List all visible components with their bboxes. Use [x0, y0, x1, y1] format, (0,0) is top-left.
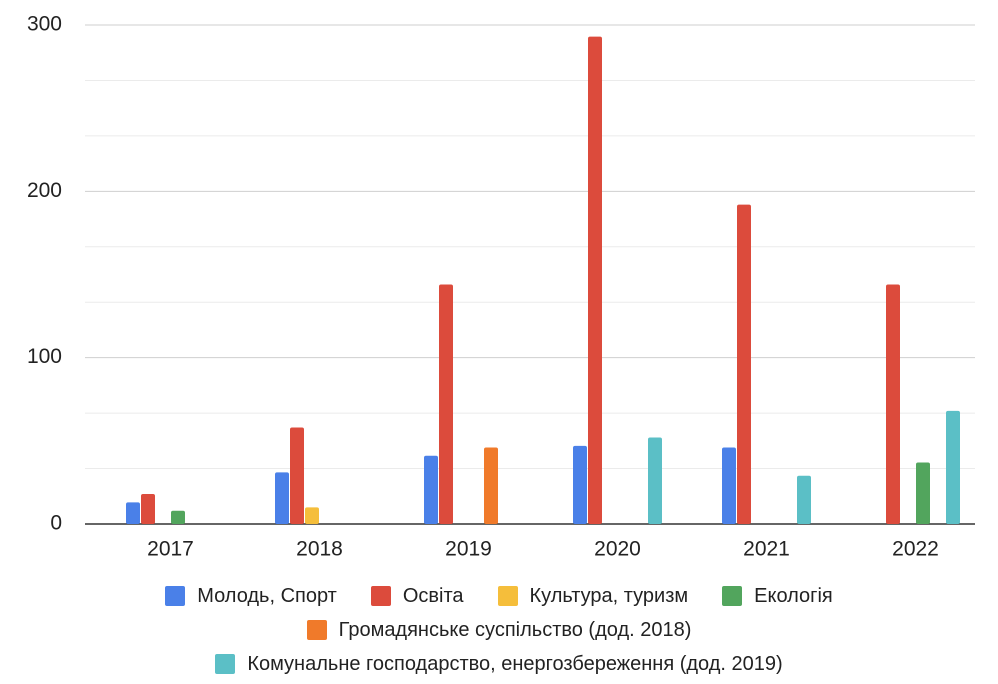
bar [722, 447, 736, 524]
bar [275, 472, 289, 524]
legend-item: Освіта [370, 584, 464, 608]
bar [126, 502, 140, 524]
chart: 0 100 200 300 2017 2018 2019 2020 2021 2022 [27, 13, 975, 561]
legend-swatch [497, 586, 518, 606]
y-tick-label: 100 [27, 345, 62, 368]
legend-item: Екологія [722, 584, 833, 608]
legend-swatch [370, 586, 391, 606]
y-tick-label: 200 [27, 179, 62, 202]
legend-swatch [306, 620, 327, 640]
bar [305, 507, 319, 524]
legend-item: Культура, туризм [497, 584, 689, 608]
legend: Молодь, Спорт Освіта Культура, туризм Еколо… [69, 584, 929, 676]
bar [946, 410, 960, 524]
y-tick-label: 300 [27, 13, 62, 36]
x-tick-label: 2018 [296, 538, 343, 561]
bar [171, 510, 185, 524]
x-tick-label: 2021 [743, 538, 790, 561]
bar [916, 462, 930, 524]
bar [484, 447, 498, 524]
bar [588, 36, 602, 524]
legend-label: Освіта [402, 584, 464, 607]
bar [573, 445, 587, 524]
x-tick-label: 2022 [892, 538, 939, 561]
legend-swatch [215, 654, 236, 674]
x-tick-label: 2017 [147, 538, 194, 561]
bar [424, 455, 438, 524]
legend-swatch [165, 586, 186, 606]
legend-label: Молодь, Спорт [197, 584, 337, 607]
bar [886, 284, 900, 524]
legend-item: Комунальне господарство, енергозбереженн… [215, 652, 783, 676]
legend-label: Екологія [754, 584, 833, 607]
bar [141, 494, 155, 524]
bar [797, 475, 811, 524]
legend-label: Комунальне господарство, енергозбереженн… [247, 652, 783, 675]
bar [648, 437, 662, 524]
x-tick-label: 2020 [594, 538, 641, 561]
legend-swatch [722, 586, 743, 606]
legend-label: Культура, туризм [529, 584, 689, 607]
legend-item: Громадянське суспільство (дод. 2018) [306, 618, 692, 642]
bar [439, 284, 453, 524]
y-tick-label: 0 [50, 512, 62, 535]
x-tick-label: 2019 [445, 538, 492, 561]
bar [737, 204, 751, 524]
legend-label: Громадянське суспільство (дод. 2018) [338, 618, 692, 641]
bar [290, 427, 304, 524]
legend-item: Молодь, Спорт [165, 584, 337, 608]
